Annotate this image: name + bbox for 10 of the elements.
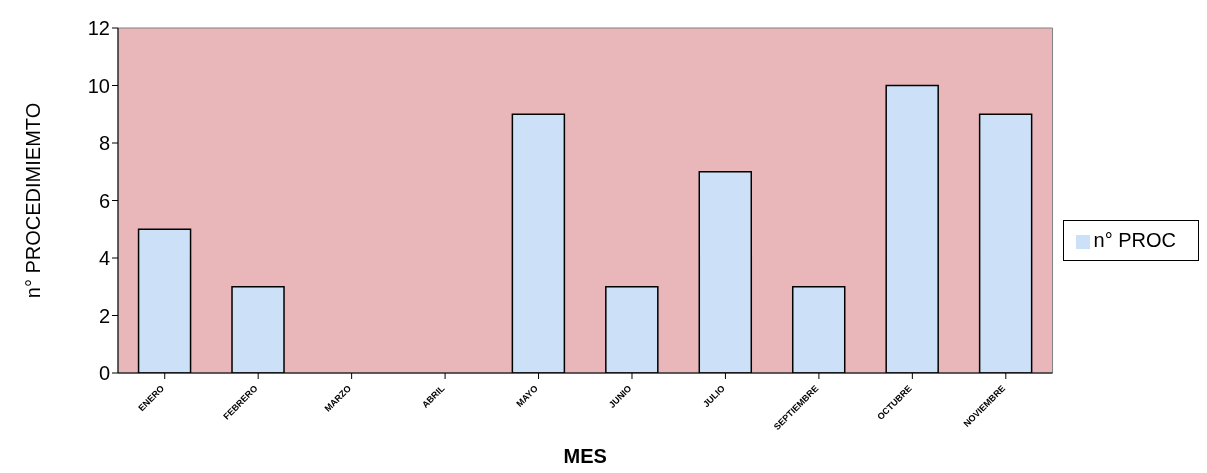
y-tick-label: 10 xyxy=(87,74,110,97)
y-tick-label: 0 xyxy=(98,362,110,385)
y-tick-label: 4 xyxy=(98,247,110,270)
legend-label: n° PROC xyxy=(1093,229,1176,251)
y-tick-label: 6 xyxy=(98,189,110,212)
x-axis-title: MES xyxy=(563,445,607,467)
y-axis-title: n° PROCEDIMIEMTO xyxy=(22,102,45,299)
y-tick-label: 2 xyxy=(98,304,110,327)
y-tick-label: 8 xyxy=(98,132,110,155)
y-tick-label: 12 xyxy=(87,17,110,40)
